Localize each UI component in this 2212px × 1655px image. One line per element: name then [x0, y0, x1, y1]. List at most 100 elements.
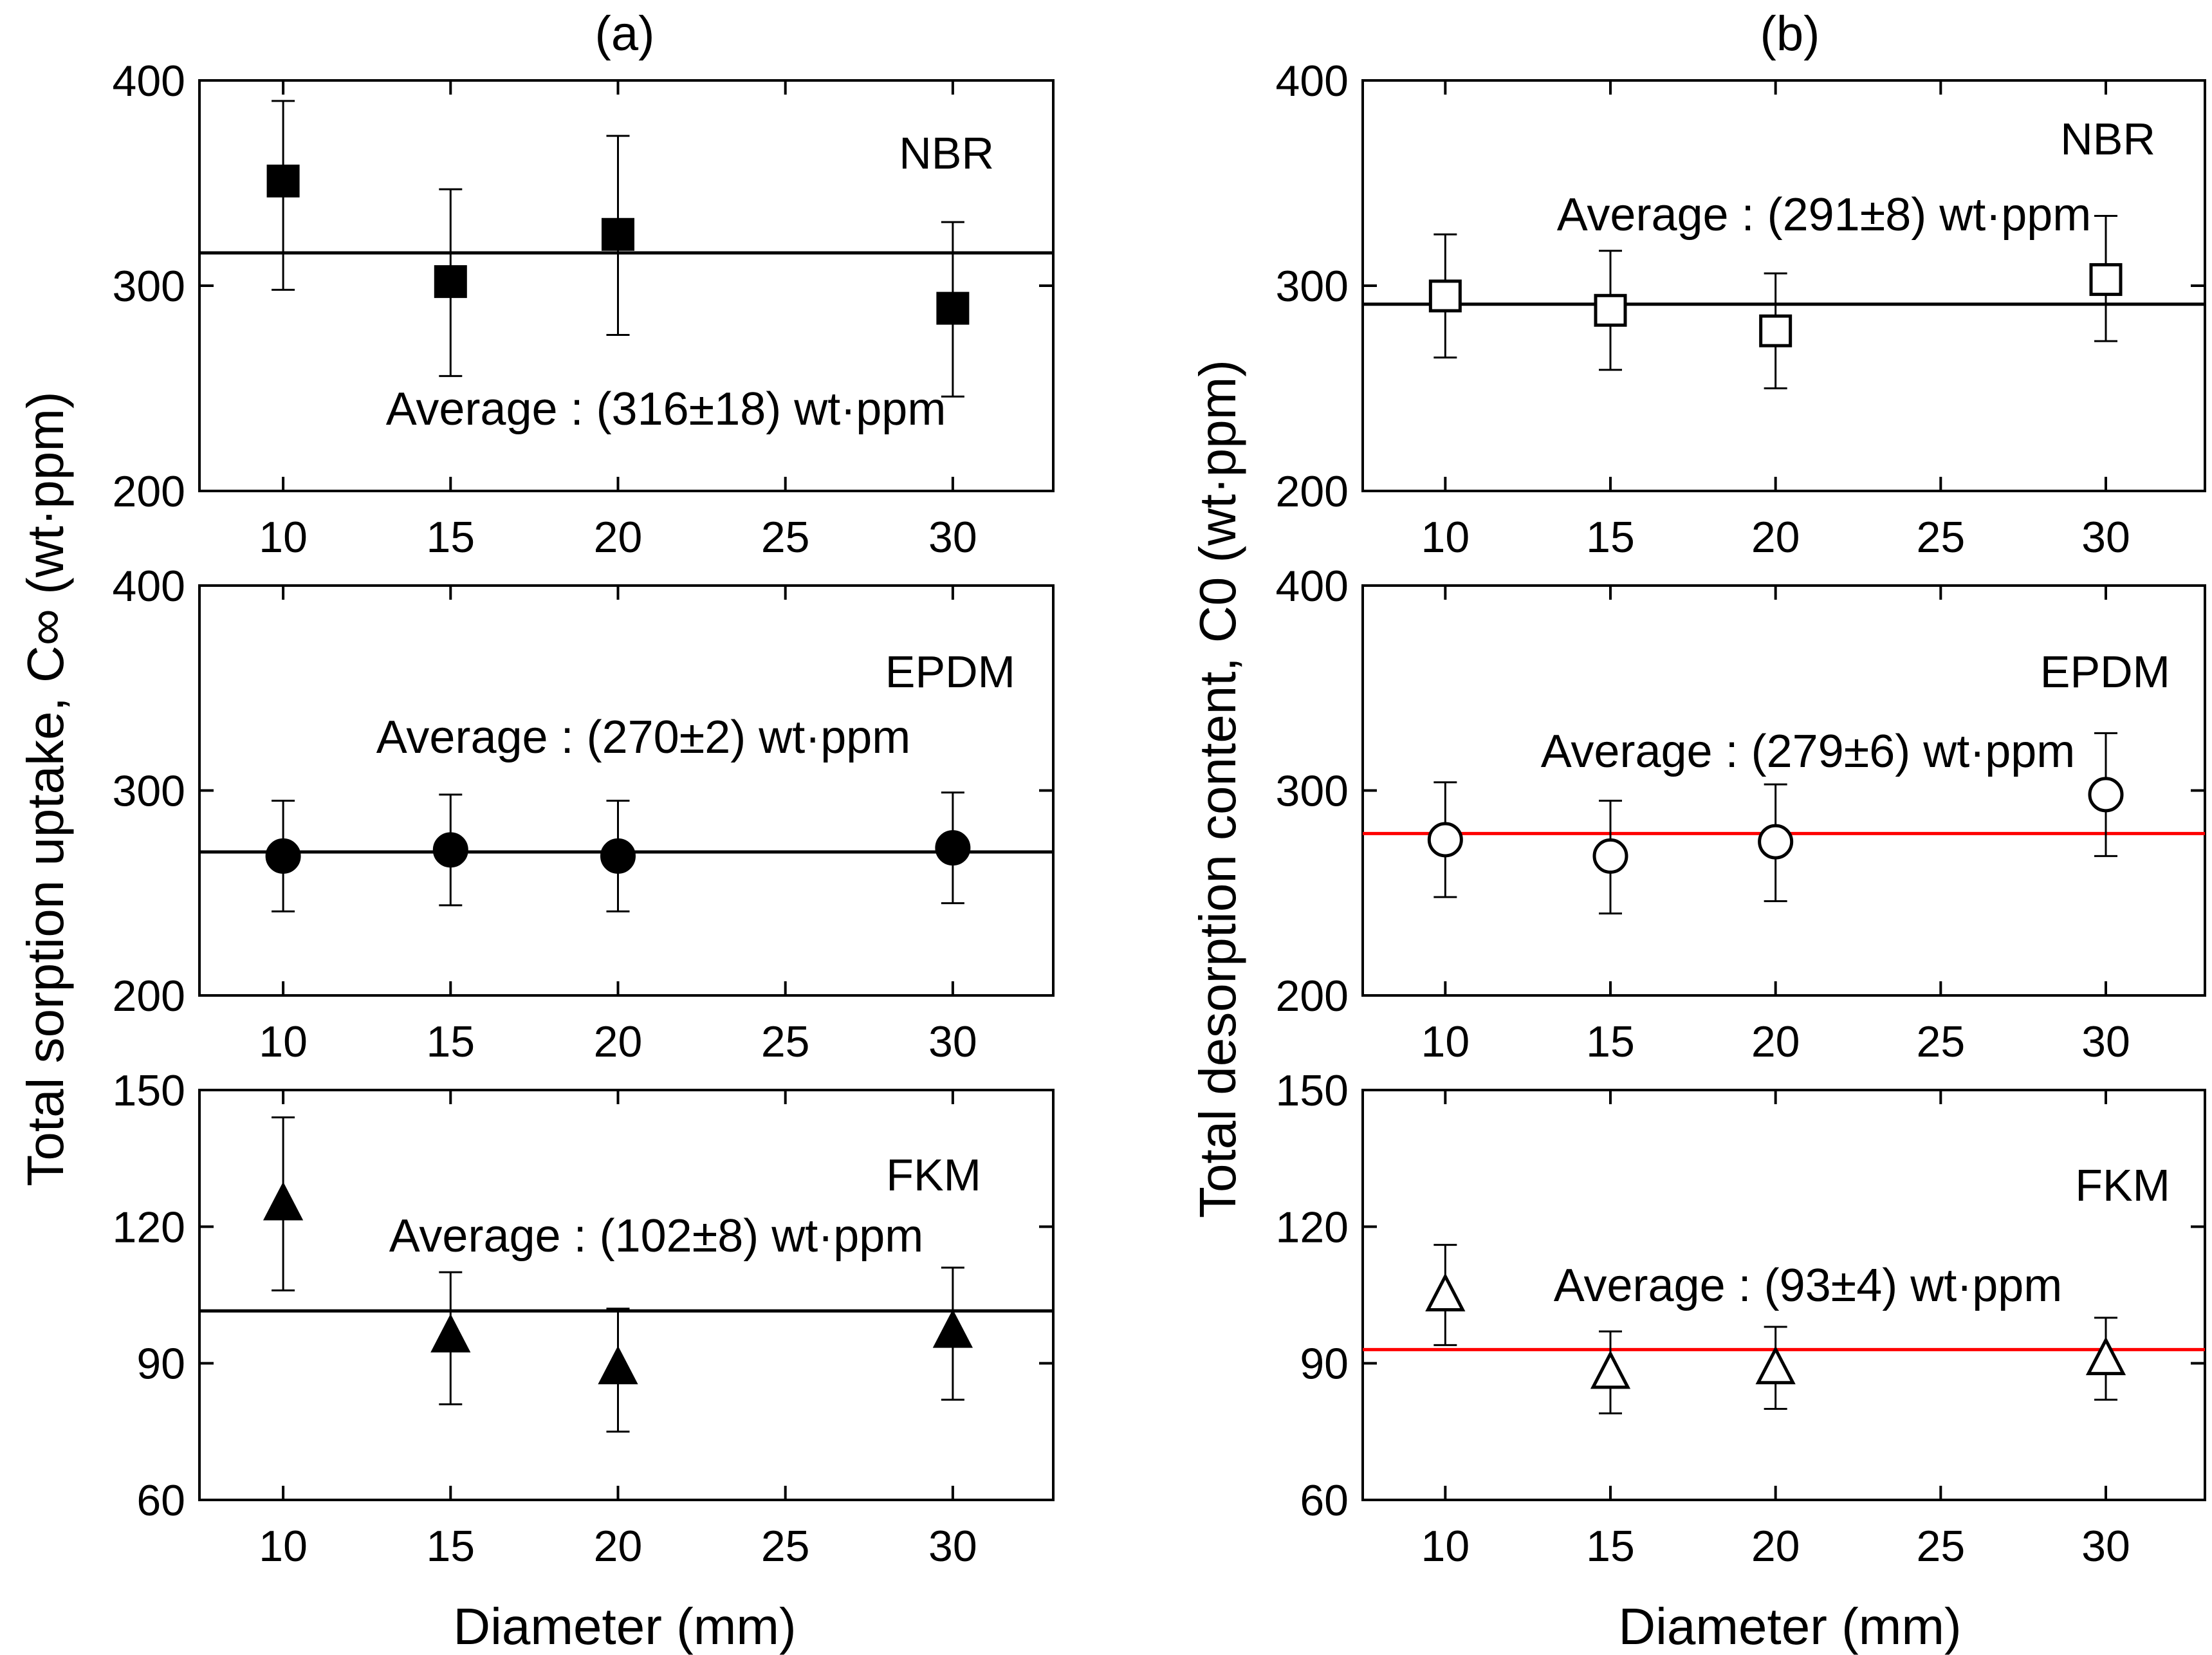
- data-point: [935, 830, 971, 866]
- data-point: [1755, 1345, 1796, 1385]
- data-point: [432, 832, 468, 868]
- y-tick-label: 400: [113, 57, 185, 106]
- data-point: [1425, 1273, 1466, 1311]
- y-tick-label: 120: [113, 1203, 185, 1252]
- x-tick-label: 15: [426, 1522, 475, 1571]
- y-axis-title-a: Total sorption uptake, C∞ (wt·ppm): [17, 391, 74, 1186]
- data-point: [263, 1181, 304, 1221]
- x-tick-label: 15: [426, 513, 475, 562]
- data-point: [265, 838, 301, 874]
- data-point: [1758, 824, 1794, 860]
- data-point: [932, 1309, 973, 1348]
- data-point: [1592, 838, 1628, 874]
- y-tick-label: 400: [113, 562, 185, 611]
- y-tick-label: 300: [1276, 767, 1349, 816]
- panel-b-nbr: 10 15 20 25 30 200 300 400 NBR Average : (291±8) …: [1276, 57, 2206, 562]
- x-tick-label: 20: [1751, 1017, 1800, 1066]
- panel-b-epdm: 10 15 20 25 30 200 300 400 EPDM Average : (279±6)…: [1276, 562, 2206, 1066]
- x-tick-label: 15: [426, 1017, 475, 1066]
- x-tick-label: 30: [928, 1017, 977, 1066]
- panel-material-label: NBR: [899, 128, 994, 178]
- panel-a-fkm: 10 15 20 25 30 60 90 120 150 FKM Average : (102±8)…: [113, 1066, 1055, 1571]
- average-annotation: Average : (316±18) wt·ppm: [386, 384, 946, 435]
- y-tick-label: 200: [113, 467, 185, 516]
- y-tick-label: 150: [113, 1066, 185, 1115]
- y-tick-label: 90: [136, 1340, 185, 1389]
- x-axis-title-a: Diameter (mm): [453, 1598, 796, 1655]
- data-point: [430, 1313, 471, 1353]
- data-point: [1428, 279, 1462, 313]
- average-annotation: Average : (102±8) wt·ppm: [389, 1210, 924, 1262]
- y-tick-label: 200: [1276, 972, 1349, 1021]
- y-tick-label: 300: [113, 767, 185, 816]
- x-tick-label: 30: [2081, 513, 2130, 562]
- x-tick-label: 30: [2081, 1017, 2130, 1066]
- panel-material-label: EPDM: [885, 647, 1015, 697]
- data-point: [2088, 777, 2124, 813]
- panel-material-label: NBR: [2060, 114, 2155, 164]
- average-annotation: Average : (270±2) wt·ppm: [376, 712, 911, 763]
- data-point: [1759, 314, 1793, 347]
- y-tick-label: 60: [1300, 1476, 1349, 1525]
- y-tick-label: 60: [136, 1476, 185, 1525]
- x-tick-label: 30: [2081, 1522, 2130, 1571]
- x-tick-label: 25: [1917, 1017, 1966, 1066]
- data-point: [1427, 822, 1463, 858]
- data-point: [936, 291, 970, 325]
- y-tick-label: 400: [1276, 562, 1349, 611]
- x-axis-title-b: Diameter (mm): [1618, 1598, 1961, 1655]
- y-tick-label: 120: [1276, 1203, 1349, 1252]
- panel-a-epdm: 10 15 20 25 30 200 300 400 EPDM Average : (270±2)…: [113, 562, 1055, 1066]
- data-point: [601, 217, 634, 251]
- panel-material-label: FKM: [2075, 1160, 2170, 1210]
- x-tick-label: 20: [594, 1522, 643, 1571]
- plot-frame: [198, 1089, 1055, 1501]
- x-tick-label: 20: [1751, 1522, 1800, 1571]
- y-tick-label: 300: [113, 262, 185, 311]
- x-tick-label: 30: [928, 513, 977, 562]
- x-tick-label: 15: [1586, 1522, 1635, 1571]
- x-tick-label: 15: [1586, 1017, 1635, 1066]
- x-tick-label: 20: [594, 513, 643, 562]
- column-label-b: (b): [1760, 6, 1820, 61]
- x-tick-label: 10: [259, 1017, 308, 1066]
- data-point: [2085, 1336, 2126, 1376]
- x-tick-label: 15: [1586, 513, 1635, 562]
- plot-frame: [1361, 1089, 2206, 1501]
- x-tick-label: 30: [928, 1522, 977, 1571]
- panel-material-label: FKM: [886, 1150, 981, 1200]
- x-tick-label: 10: [1421, 1522, 1470, 1571]
- column-label-a: (a): [595, 6, 655, 61]
- data-point: [600, 838, 636, 874]
- panels: 10 15 20 25 30 200 300 400 NBR Average : (316±18)…: [113, 57, 2206, 1571]
- y-tick-label: 300: [1276, 262, 1349, 311]
- x-tick-label: 20: [1751, 513, 1800, 562]
- x-tick-label: 20: [594, 1017, 643, 1066]
- data-point: [2089, 263, 2123, 296]
- panel-a-nbr: 10 15 20 25 30 200 300 400 NBR Average : (316±18)…: [113, 57, 1055, 562]
- average-annotation: Average : (93±4) wt·ppm: [1554, 1260, 2063, 1311]
- y-tick-label: 90: [1300, 1340, 1349, 1389]
- x-tick-label: 25: [761, 1017, 810, 1066]
- x-tick-label: 25: [1917, 513, 1966, 562]
- x-tick-label: 25: [761, 513, 810, 562]
- y-tick-label: 200: [113, 972, 185, 1021]
- x-tick-label: 10: [259, 513, 308, 562]
- data-point: [598, 1345, 638, 1385]
- x-tick-label: 10: [1421, 1017, 1470, 1066]
- y-tick-label: 150: [1276, 1066, 1349, 1115]
- x-tick-label: 10: [259, 1522, 308, 1571]
- y-tick-label: 200: [1276, 467, 1349, 516]
- x-tick-label: 25: [761, 1522, 810, 1571]
- x-tick-label: 25: [1917, 1522, 1966, 1571]
- y-tick-label: 400: [1276, 57, 1349, 106]
- panel-material-label: EPDM: [2040, 647, 2170, 697]
- y-axis-title-b: Total desorption content, C0 (wt·ppm): [1189, 360, 1246, 1218]
- average-annotation: Average : (291±8) wt·ppm: [1557, 189, 2092, 241]
- data-point: [1594, 293, 1627, 327]
- data-point: [266, 164, 300, 198]
- x-tick-label: 10: [1421, 513, 1470, 562]
- average-annotation: Average : (279±6) wt·ppm: [1541, 726, 2076, 777]
